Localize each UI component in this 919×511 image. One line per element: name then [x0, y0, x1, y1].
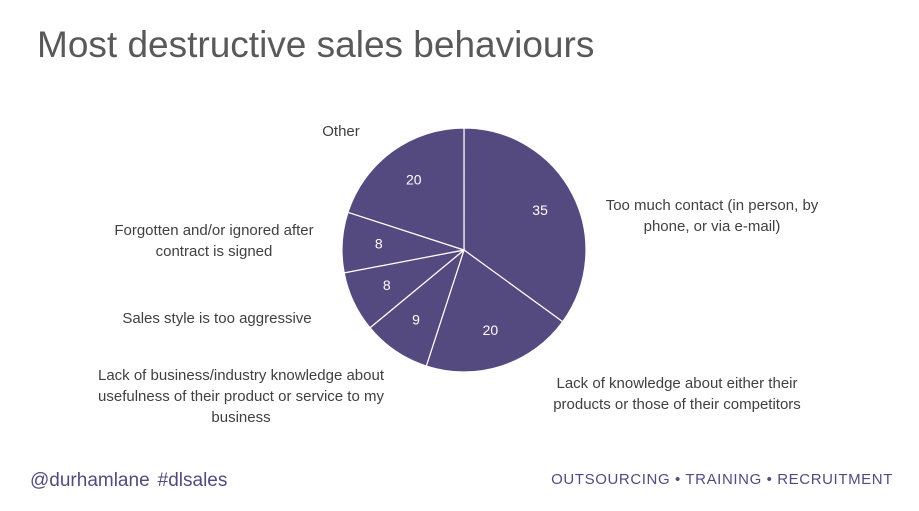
slice-label: Lack of knowledge about either their pro… [553, 375, 801, 413]
value-label: 20 [406, 172, 422, 188]
hashtag: #dlsales [157, 470, 228, 491]
handle: @durhamlane [30, 470, 150, 491]
slice-label: Other [322, 123, 360, 140]
chart-title: Most destructive sales behaviours [37, 24, 595, 65]
slice-label: Sales style is too aggressive [122, 310, 312, 327]
pie-slice [425, 249, 564, 373]
slice-label: Lack of business/industry knowledge abou… [97, 367, 384, 426]
footer-social: @durhamlane #dlsales [30, 470, 227, 492]
tagline: OUTSOURCING • TRAINING • RECRUITMENT [551, 471, 893, 488]
value-label: 8 [375, 235, 383, 251]
value-label: 9 [412, 311, 420, 327]
value-label: 35 [532, 202, 548, 218]
value-label: 20 [483, 322, 499, 338]
value-label: 8 [383, 277, 391, 293]
slice-label: Forgotten and/or ignored after contract … [114, 222, 314, 260]
pie-slice [463, 127, 587, 323]
slice-label: Too much contact (in person, by phone, o… [605, 197, 819, 235]
pie-slice [347, 127, 465, 251]
